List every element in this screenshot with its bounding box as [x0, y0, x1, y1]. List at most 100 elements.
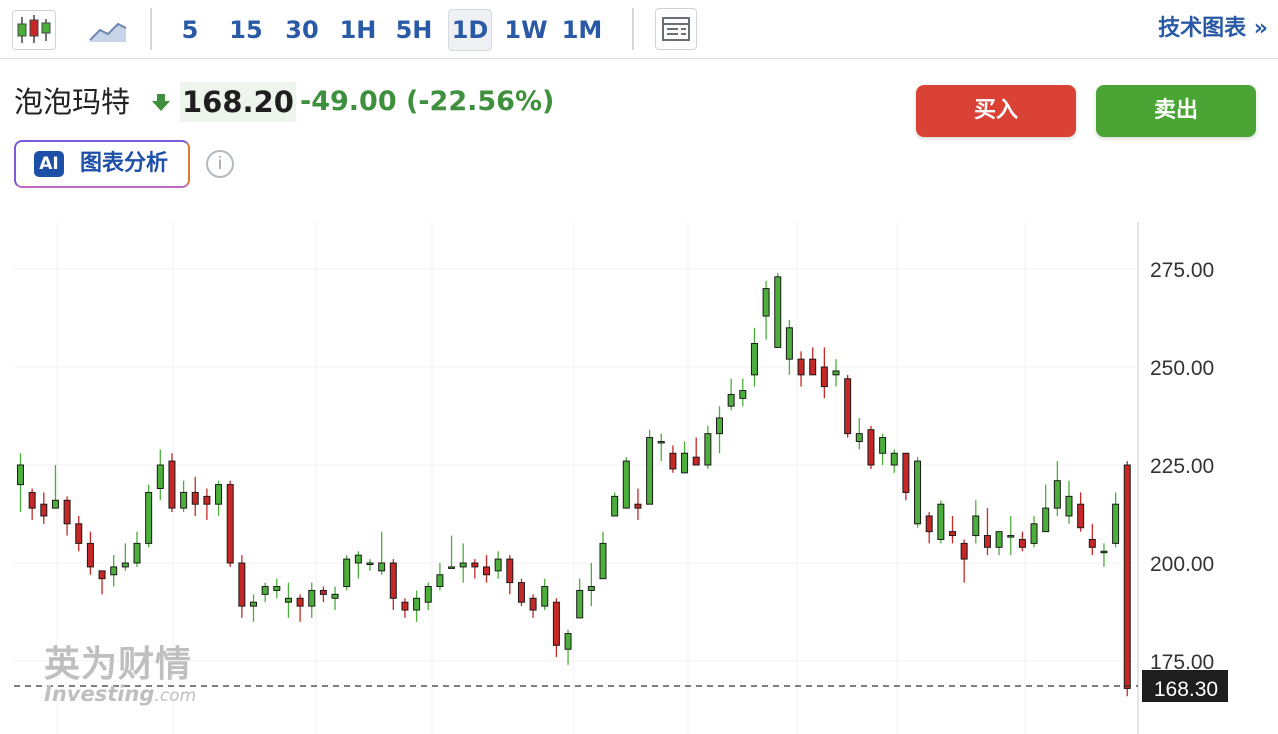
candle — [145, 484, 153, 548]
candle-body — [646, 437, 654, 505]
candle-body — [180, 491, 188, 509]
interval-1w[interactable]: 1W — [504, 16, 548, 44]
candle — [692, 437, 700, 466]
candle — [389, 559, 397, 611]
candle — [937, 500, 945, 544]
candle-body — [599, 542, 607, 580]
candle — [669, 445, 677, 473]
candle-body — [494, 558, 502, 572]
candle — [1065, 480, 1073, 524]
candle — [529, 594, 537, 618]
area-chart-icon[interactable] — [88, 14, 128, 46]
candle — [564, 629, 572, 665]
candle-body — [529, 597, 537, 611]
buy-button[interactable]: 买入 — [916, 85, 1076, 137]
candle-body — [855, 433, 863, 442]
sell-button[interactable]: 卖出 — [1096, 85, 1256, 137]
interval-30[interactable]: 30 — [285, 16, 319, 44]
candle-body — [611, 495, 619, 517]
candle-body — [681, 452, 689, 474]
candle-body — [634, 503, 642, 509]
candlestick-chart[interactable]: 275.00 250.00 225.00 200.00 175.00 168.30 — [0, 200, 1278, 734]
candle — [86, 531, 94, 575]
candle-body — [669, 452, 677, 470]
y-tick-label: 250.00 — [1150, 357, 1214, 380]
interval-1m[interactable]: 1M — [561, 16, 603, 44]
candle-body — [424, 586, 432, 603]
info-icon[interactable]: i — [206, 150, 234, 178]
candle — [471, 559, 479, 579]
candle-body — [960, 542, 968, 560]
candle-body — [133, 542, 141, 564]
candle-body — [750, 342, 758, 376]
candle-body — [156, 464, 164, 490]
technical-chart-link[interactable]: 技术图表 » — [1158, 16, 1268, 41]
candlestick-chart-icon[interactable] — [12, 10, 56, 50]
candle — [354, 551, 362, 579]
ai-badge-icon: AI — [34, 151, 64, 177]
candle — [716, 406, 723, 454]
candle-body — [273, 586, 281, 591]
interval-5h[interactable]: 5H — [395, 16, 433, 44]
candle-body — [983, 535, 991, 548]
candle-body — [51, 499, 59, 509]
interval-15[interactable]: 15 — [229, 16, 263, 44]
layout-icon[interactable] — [655, 8, 697, 50]
candle-body — [704, 433, 712, 466]
candle-body — [75, 523, 83, 544]
down-arrow-icon — [151, 92, 171, 112]
candle — [308, 582, 316, 618]
candle — [797, 351, 805, 387]
candle — [704, 425, 712, 469]
candle-body — [902, 452, 910, 493]
last-price-tag — [1142, 670, 1228, 702]
candle — [681, 441, 689, 474]
candle-body — [459, 562, 467, 568]
last-price-tag-label: 168.30 — [1154, 678, 1218, 701]
candle — [739, 378, 747, 407]
watermark-en: Investing.com — [44, 684, 196, 706]
candle-body — [517, 582, 525, 603]
candle — [331, 586, 339, 611]
ai-chart-analysis-button[interactable]: AI 图表分析 — [14, 140, 190, 188]
candle — [413, 590, 421, 622]
candle — [215, 480, 223, 516]
candle — [890, 449, 898, 473]
candle — [972, 500, 980, 544]
candle-body — [343, 558, 351, 588]
candle-body — [937, 503, 945, 540]
candle — [832, 359, 840, 387]
candle-body — [1100, 550, 1108, 554]
candle — [1077, 492, 1085, 532]
candle-body — [576, 589, 584, 619]
interval-1h[interactable]: 1H — [339, 16, 377, 44]
candle — [191, 476, 199, 516]
candle — [180, 480, 188, 513]
interval-1d[interactable]: 1D — [448, 9, 492, 51]
candle-body — [261, 586, 269, 595]
candle-body — [506, 558, 514, 584]
y-tick-label: 175.00 — [1150, 651, 1214, 674]
candle — [844, 374, 852, 438]
candle — [1123, 461, 1131, 697]
interval-5[interactable]: 5 — [181, 16, 199, 44]
candle-body — [319, 589, 327, 595]
candle-body — [331, 593, 339, 599]
candle — [541, 578, 549, 611]
candle-body — [296, 597, 304, 607]
candle-body — [145, 491, 153, 544]
stock-name: 泡泡玛特 — [14, 85, 131, 119]
candle — [17, 453, 24, 513]
candle-body — [168, 460, 176, 509]
candle-body — [389, 562, 397, 599]
candle-body — [762, 288, 770, 317]
y-tick-label: 225.00 — [1150, 455, 1214, 478]
candle — [949, 515, 956, 544]
candle — [133, 531, 141, 567]
candle-body — [972, 515, 980, 537]
price-change: -49.00 (-22.56%) — [300, 86, 555, 117]
candle — [552, 598, 560, 658]
candle-body — [1112, 503, 1120, 544]
candle — [634, 488, 642, 520]
candle-body — [809, 358, 817, 376]
